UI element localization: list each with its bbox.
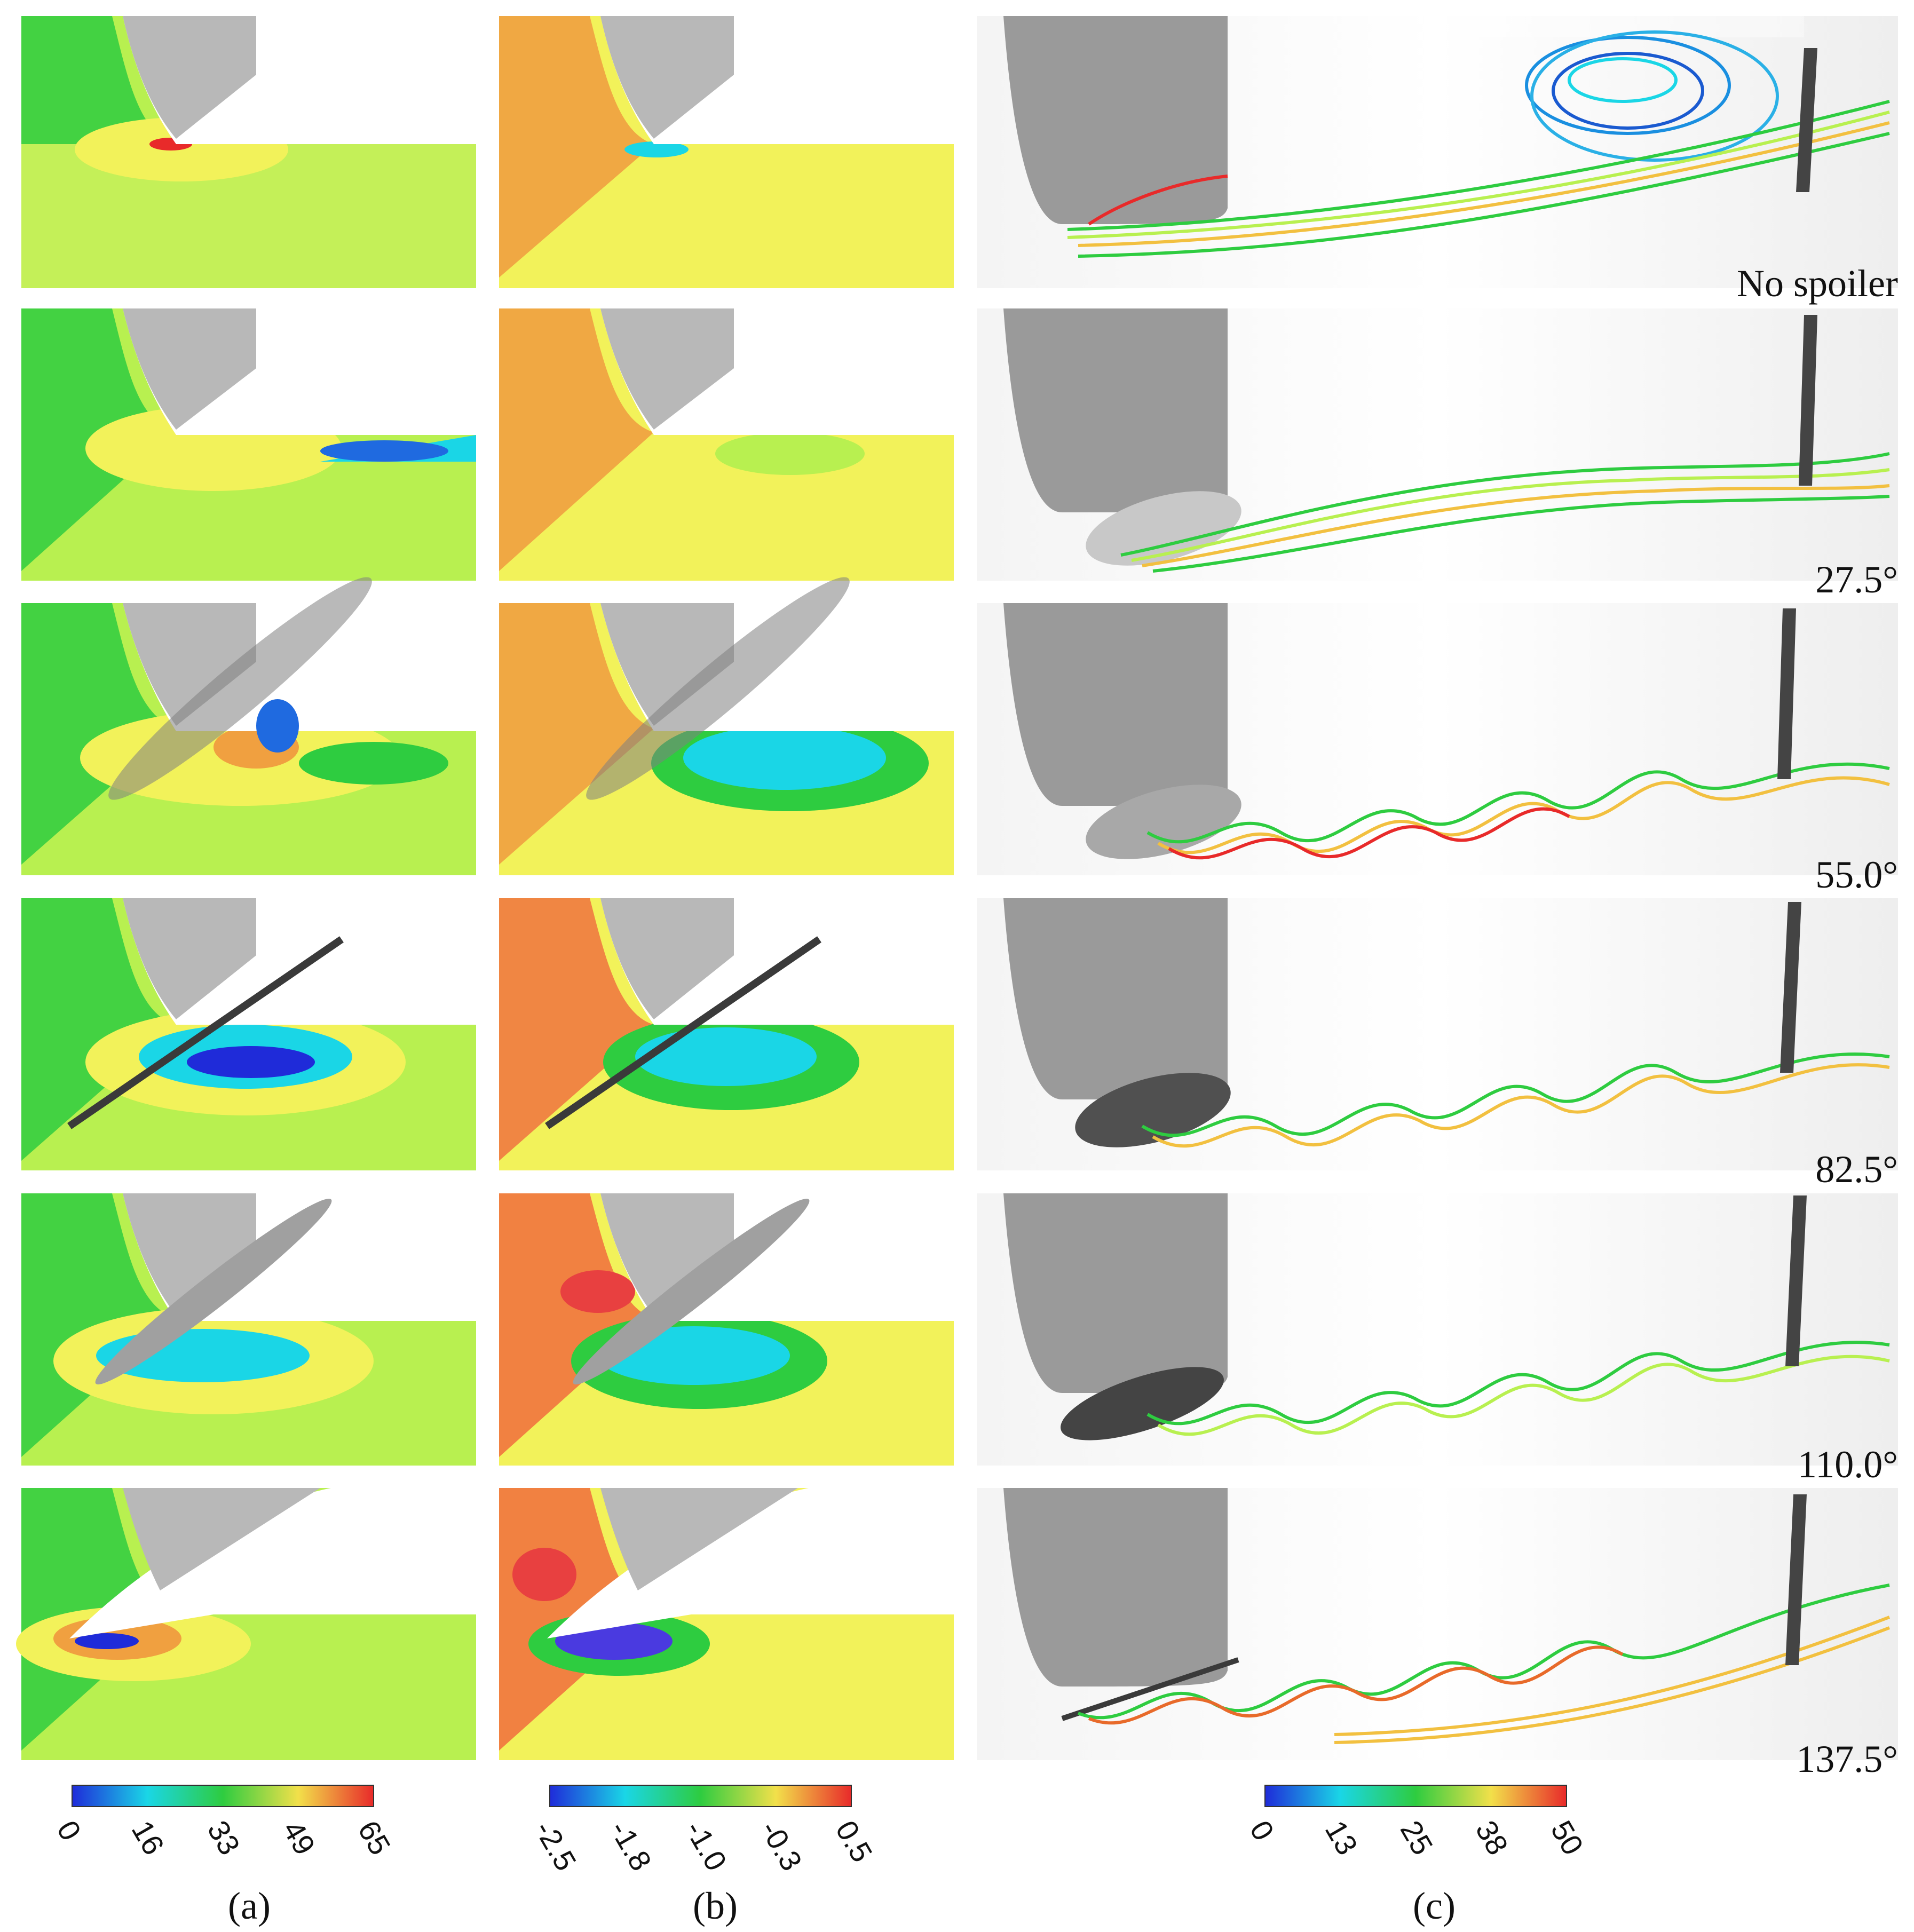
panel-b-row-4	[499, 898, 954, 1170]
panel-b-row-2	[499, 308, 954, 581]
panel-c-row-2	[977, 308, 1898, 581]
panel-label-c: (c)	[1413, 1885, 1456, 1927]
panel-c-row-3	[977, 603, 1898, 875]
panel-a-contours	[16, 16, 476, 1760]
panel-c-streamlines	[977, 16, 1898, 1760]
panel-label-b: (b)	[693, 1885, 738, 1927]
colorbar-a	[72, 1785, 374, 1807]
panel-a-row-4	[21, 898, 476, 1170]
row-label-1: No spoiler	[1737, 262, 1898, 305]
panel-b-row-6	[499, 1488, 954, 1760]
panel-c-row-4	[977, 898, 1898, 1170]
panel-b-row-1	[499, 16, 954, 288]
panel-a-row-2	[21, 308, 476, 581]
row-label-5: 110.0°	[1797, 1443, 1898, 1486]
panel-c-row-5	[977, 1193, 1898, 1466]
row-label-3: 55.0°	[1815, 853, 1898, 896]
panel-label-a: (a)	[228, 1885, 271, 1927]
colorbar-b	[549, 1785, 852, 1807]
panel-c-row-1	[977, 16, 1898, 288]
colorbar-c	[1264, 1785, 1567, 1807]
row-label-6: 137.5°	[1796, 1738, 1898, 1780]
panel-b-row-5	[499, 1193, 954, 1466]
panel-a-row-6	[16, 1488, 476, 1760]
panel-a-row-5	[21, 1193, 476, 1466]
row-label-4: 82.5°	[1815, 1148, 1898, 1191]
panel-b-contours	[499, 16, 954, 1760]
row-label-2: 27.5°	[1815, 558, 1898, 601]
panel-a-row-3	[21, 577, 476, 875]
panel-b-row-3	[499, 577, 954, 875]
panel-c-row-6	[977, 1488, 1898, 1760]
panel-a-row-1	[21, 16, 476, 288]
